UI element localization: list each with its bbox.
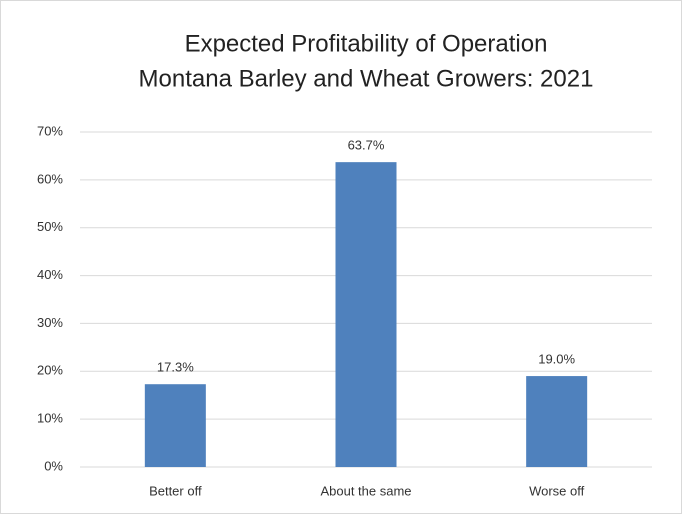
- y-tick-label: 30%: [37, 315, 63, 330]
- x-tick-label: Worse off: [529, 483, 585, 498]
- bar: [526, 376, 588, 467]
- chart-subtitle: Montana Barley and Wheat Growers: 2021: [139, 65, 594, 92]
- y-tick-label: 40%: [37, 267, 63, 282]
- y-tick-label: 50%: [37, 219, 63, 234]
- y-tick-label: 0%: [44, 458, 63, 473]
- y-tick-label: 70%: [37, 123, 63, 138]
- bar: [335, 162, 397, 467]
- data-label: 63.7%: [348, 138, 385, 153]
- y-tick-label: 60%: [37, 171, 63, 186]
- chart-title: Expected Profitability of Operation: [185, 30, 548, 57]
- data-label: 19.0%: [538, 352, 575, 367]
- bar: [144, 384, 206, 467]
- data-label: 17.3%: [157, 360, 194, 375]
- x-tick-label: Better off: [149, 483, 202, 498]
- y-tick-label: 10%: [37, 411, 63, 426]
- x-tick-label: About the same: [320, 483, 411, 498]
- y-tick-label: 20%: [37, 363, 63, 378]
